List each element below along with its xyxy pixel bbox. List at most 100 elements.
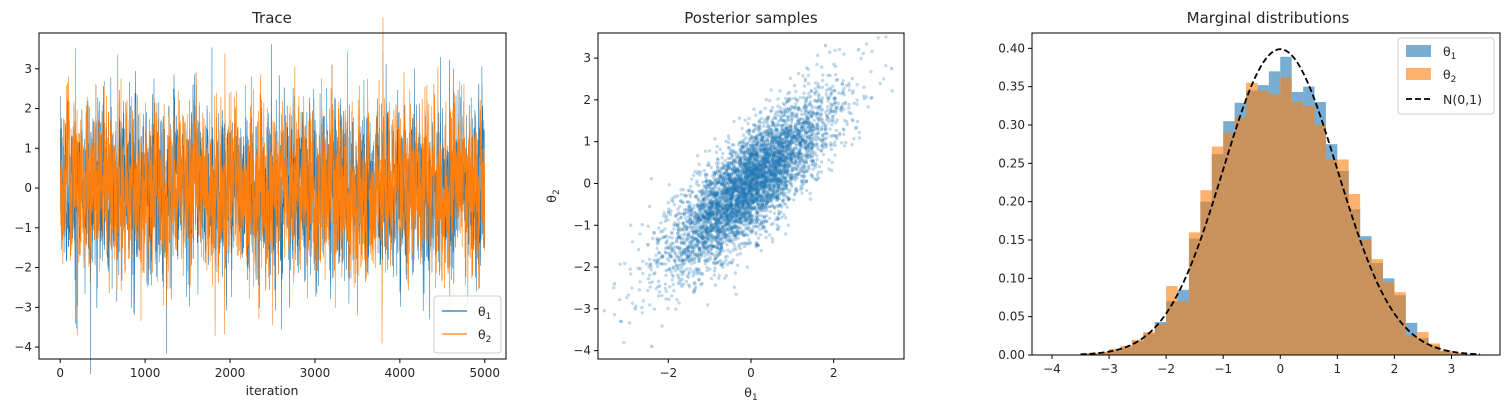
scatter-point (833, 101, 836, 104)
scatter-point (772, 189, 775, 192)
scatter-point (809, 192, 812, 195)
scatter-point (676, 208, 679, 211)
scatter-point (784, 176, 787, 179)
scatter-point (834, 65, 837, 68)
scatter-point (825, 92, 828, 95)
scatter-point (793, 107, 796, 110)
scatter-point (830, 148, 833, 151)
scatter-point (805, 189, 808, 192)
scatter-point (747, 132, 750, 135)
scatter-point (755, 197, 758, 200)
scatter-point (756, 180, 759, 183)
scatter-point (751, 208, 754, 211)
scatter-point (741, 198, 744, 201)
scatter-point (670, 242, 673, 245)
scatter-point (721, 236, 724, 239)
scatter-point (830, 123, 833, 126)
scatter-point (789, 182, 792, 185)
scatter-point (805, 180, 808, 183)
scatter-point (773, 170, 776, 173)
scatter-point (790, 173, 793, 176)
scatter-point (686, 256, 689, 259)
scatter-point (819, 112, 822, 115)
scatter-point (730, 149, 733, 152)
scatter-point (721, 182, 724, 185)
scatter-point (774, 151, 777, 154)
scatter-point (672, 289, 675, 292)
scatter-point (745, 242, 748, 245)
scatter-point (882, 77, 885, 80)
scatter-point (694, 285, 697, 288)
scatter-point (726, 249, 729, 252)
scatter-point (660, 294, 663, 297)
scatter-point (655, 287, 658, 290)
scatter-point (807, 117, 810, 120)
scatter-point (795, 173, 798, 176)
scatter-point (816, 127, 819, 130)
scatter-point (785, 195, 788, 198)
scatter-point (674, 307, 677, 310)
scatter-point (719, 211, 722, 214)
scatter-point (771, 176, 774, 179)
scatter-point (722, 249, 725, 252)
scatter-point (776, 104, 779, 107)
scatter-point (761, 227, 764, 230)
scatter-point (824, 123, 827, 126)
scatter-point (727, 185, 730, 188)
scatter-point (697, 190, 700, 193)
scatter-point (729, 239, 732, 242)
scatter-point (851, 77, 854, 80)
scatter-point (788, 131, 791, 134)
scatter-point (809, 159, 812, 162)
scatter-point (696, 218, 699, 221)
scatter-point (786, 115, 789, 118)
scatter-point (713, 185, 716, 188)
scatter-point (755, 167, 758, 170)
scatter-point (689, 217, 692, 220)
scatter-point (796, 164, 799, 167)
scatter-point (766, 128, 769, 131)
scatter-point (736, 172, 739, 175)
scatter-point (758, 126, 761, 129)
scatter-point (677, 229, 680, 232)
scatter-point (777, 120, 780, 123)
scatter-point (706, 303, 709, 306)
scatter-point (771, 162, 774, 165)
scatter-point (814, 106, 817, 109)
scatter-point (673, 260, 676, 263)
scatter-point (732, 120, 735, 123)
scatter-point (790, 112, 793, 115)
scatter-point (746, 122, 749, 125)
scatter-point (743, 154, 746, 157)
scatter-point (674, 263, 677, 266)
scatter-point (807, 82, 810, 85)
trace-ytick-label: −2 (14, 261, 32, 275)
scatter-point (723, 277, 726, 280)
scatter-point (727, 167, 730, 170)
scatter-point (657, 226, 660, 229)
scatter-point (756, 188, 759, 191)
scatter-point (732, 184, 735, 187)
scatter-point (786, 135, 789, 138)
scatter-point (696, 154, 699, 157)
scatter-point (653, 271, 656, 274)
scatter-point (698, 229, 701, 232)
scatter-point (759, 110, 762, 113)
scatter-point (724, 140, 727, 143)
scatter-point (705, 187, 708, 190)
scatter-point (692, 290, 695, 293)
scatter-point (679, 236, 682, 239)
scatter-point (664, 216, 667, 219)
scatter-point (759, 169, 762, 172)
scatter-point (682, 221, 685, 224)
scatter-point (625, 296, 628, 299)
scatter-point (734, 271, 737, 274)
scatter-point (803, 161, 806, 164)
scatter-point (787, 164, 790, 167)
scatter-point (754, 137, 757, 140)
scatter-point (770, 109, 773, 112)
scatter-point (653, 307, 656, 310)
scatter-point (705, 266, 708, 269)
scatter-point (769, 197, 772, 200)
scatter-point (760, 184, 763, 187)
